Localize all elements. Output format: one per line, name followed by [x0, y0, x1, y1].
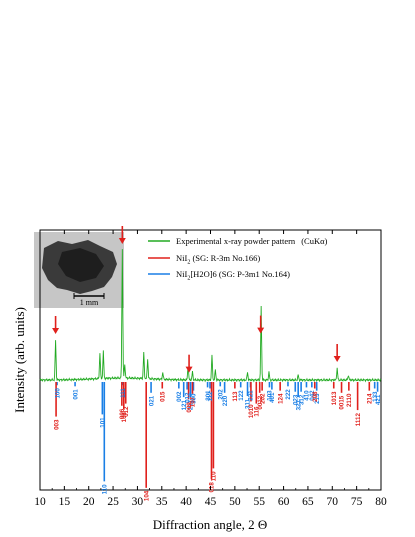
x-tick-label: 75 [351, 496, 363, 508]
legend: Experimental x-ray powder pattern (CuKα) … [148, 236, 328, 282]
arrow-head [333, 356, 341, 362]
niI2-h2o6-reflection-label-110: 110 [102, 484, 109, 495]
niI2-h2o6-reflection-label-023: 023 [293, 394, 300, 405]
niI2-reflection-label-104: 104 [143, 490, 150, 501]
niI2-reflection-label-116: 116 [254, 406, 261, 417]
niI2-h2o6-reflection-label-401: 401 [269, 392, 276, 403]
x-tick-label: 65 [302, 496, 314, 508]
niI2-reflection-label-214: 214 [367, 393, 374, 404]
highlight-arrows [52, 226, 341, 373]
x-axis-label: Diffraction angle, 2 Θ [153, 517, 268, 532]
y-axis-label: Intensity (arb. units) [12, 307, 27, 413]
niI2-h2o6-reflection-label-133: 133 [372, 391, 379, 402]
scale-bar-label: 1 mm [80, 298, 99, 307]
arrow-head [257, 327, 265, 334]
arrow-head [118, 238, 126, 244]
niI2-h2o6-reflection-label-312: 312 [298, 394, 305, 405]
niI2-h2o6-reflection-label-121: 121 [181, 400, 188, 411]
niI2-reflection-label-009: 009 [186, 402, 193, 413]
x-tick-label: 35 [156, 496, 168, 508]
niI2-h2o6-reflection-label-221: 221 [248, 390, 255, 401]
niI2-reflection-label-012: 012 [123, 406, 130, 417]
niI2-h2o6-reflection-label-111: 111 [120, 388, 127, 398]
niI2-h2o6-reflection-label-220: 220 [222, 395, 229, 406]
niI2-h2o6-reflection-label-101: 101 [100, 417, 107, 428]
niI2-h2o6-reflection-label-103: 103 [267, 390, 274, 401]
legend-label-NiI2: NiI2 (SG: R-3m No.166) [176, 253, 260, 266]
niI2-h2o6-reflection-label-112: 112 [207, 391, 214, 402]
x-axis-ticks: 10 15 20 25 30 35 40 45 50 55 60 65 70 75 80 [34, 230, 387, 508]
x-tick-label: 80 [375, 496, 387, 508]
niI2-h2o6-reflection-label-021: 021 [148, 395, 155, 406]
inset-photo: 1 mm [34, 232, 124, 308]
x-tick-label: 70 [327, 496, 339, 508]
niI2-reflection-label-1112: 1112 [355, 413, 362, 427]
x-tick-label: 40 [180, 496, 192, 508]
niI2-h2o6-reflection-label-211: 211 [188, 400, 195, 411]
niI2-reflection-label-0015: 0015 [339, 395, 346, 409]
x-tick-label: 15 [59, 496, 71, 508]
niI2-h2o6-reflection-label-213: 213 [314, 393, 321, 404]
niI2-reflection-label-113: 113 [232, 391, 239, 402]
niI2-reflection-label-003: 003 [53, 419, 60, 430]
x-tick-label: 45 [205, 496, 217, 508]
niI2-reflection-label-101: 101 [121, 411, 128, 422]
niI2-h2o6-reflection-label-321: 321 [295, 400, 302, 411]
niI2-reflection-label-0012: 0012 [257, 395, 264, 409]
niI2-h2o6-reflection-label-001: 001 [72, 389, 79, 400]
niI2-h2o6-reflection-label-421: 421 [375, 394, 382, 405]
legend-label-NiI2-H2O6: NiI2[H2O]6 (SG: P-3m1 No.164) [176, 269, 290, 282]
niI2-reflection-label-1010: 1010 [248, 404, 255, 418]
niI2-reflection-label-208: 208 [312, 391, 319, 402]
niI2-h2o6-reflection-label-222: 222 [285, 389, 292, 400]
arrow-head [185, 366, 193, 373]
niI2-reflection-label-202: 202 [259, 393, 266, 404]
sample-crystal-shade [58, 248, 104, 282]
legend-label-experimental: Experimental x-ray powder pattern (CuKα) [176, 236, 328, 246]
niI2-reflection-label-110: 110 [211, 471, 218, 482]
niI2-reflection-label-006: 006 [119, 408, 126, 419]
niI2-reflection-label-107: 107 [190, 396, 197, 407]
niI2-h2o6-reflection-label-311: 311 [245, 398, 252, 409]
niI2-h2o6-reflection-label-012: 012 [184, 392, 191, 403]
niI2-h2o6-reflection-label-122: 122 [238, 390, 245, 401]
niI2-reflection-label-1013: 1013 [331, 391, 338, 405]
niI2-h2o6-reflection-label-100: 100 [54, 388, 61, 399]
niI2-h2o6-reflection-label-002: 002 [176, 391, 183, 402]
niI2-reflection-label-018: 018 [209, 482, 216, 493]
x-tick-label: 55 [253, 496, 265, 508]
x-tick-label: 25 [107, 496, 119, 508]
experimental-curve [39, 249, 382, 383]
niI2-hkl-labels: 0030061010121040150091070181101131010116… [53, 391, 373, 501]
x-tick-label: 20 [83, 496, 95, 508]
x-tick-label: 10 [34, 496, 46, 508]
x-tick-label: 60 [278, 496, 290, 508]
niI2-reflections [55, 382, 371, 488]
x-tick-label: 50 [229, 496, 241, 508]
niI2-h2o6-reflection-label-042: 042 [309, 390, 316, 401]
niI2-h2o6-reflection-label-300: 300 [191, 393, 198, 404]
niI2-h2o6-reflection-label-301: 301 [205, 390, 212, 401]
arrow-head [52, 328, 60, 334]
niI2-h2o6-reflections [56, 382, 379, 482]
niI2-reflection-label-124: 124 [277, 393, 284, 404]
niI2-reflection-label-2110: 2110 [346, 393, 353, 407]
x-tick-label: 30 [132, 496, 144, 508]
niI2-reflection-label-015: 015 [160, 391, 167, 402]
niI2-h2o6-reflection-label-202: 202 [217, 389, 224, 400]
niI2-h2o6-reflection-label-410: 410 [304, 390, 311, 401]
